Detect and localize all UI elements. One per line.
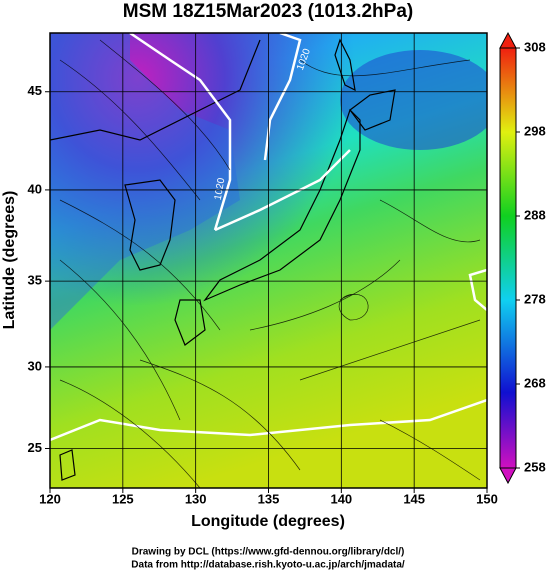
- x-axis-label: Longitude (degrees): [191, 513, 345, 530]
- y-axis-label: Latitude (degrees): [1, 191, 18, 330]
- colorbar-max-arrow: [499, 31, 517, 49]
- credit: Data from http://database.rish.kyoto-u.a…: [131, 560, 405, 571]
- y-tick-label: 40: [28, 181, 42, 196]
- y-tick-label: 25: [28, 440, 42, 455]
- colorbar-tick-label: 288: [524, 207, 546, 222]
- y-tick-label: 45: [28, 83, 42, 98]
- x-tick-label: 135: [258, 491, 280, 506]
- colorbar-tick-label: 258: [524, 459, 546, 474]
- map-field: 1020 1020: [50, 33, 487, 488]
- colorbar-tick-label: 278: [524, 291, 546, 306]
- y-tick-label: 30: [28, 358, 42, 373]
- x-tick-label: 125: [112, 491, 134, 506]
- colorbar-tick-label: 298: [524, 123, 546, 138]
- colorbar-tick-label: 308: [524, 39, 546, 54]
- colorbar-tick-label: 268: [524, 375, 546, 390]
- y-tick-label: 35: [28, 273, 42, 288]
- colorbar: [499, 47, 517, 469]
- contour-label: 1020: [213, 177, 228, 201]
- x-tick-label: 130: [185, 491, 207, 506]
- title: MSM 18Z15Mar2023 (1013.2hPa): [123, 1, 413, 22]
- x-tick-label: 145: [403, 491, 425, 506]
- x-tick-label: 150: [476, 491, 498, 506]
- credit: Drawing by DCL (https://www.gfd-dennou.o…: [132, 547, 405, 558]
- colorbar-min-arrow: [499, 467, 517, 485]
- x-tick-label: 120: [39, 491, 61, 506]
- x-tick-label: 140: [330, 491, 352, 506]
